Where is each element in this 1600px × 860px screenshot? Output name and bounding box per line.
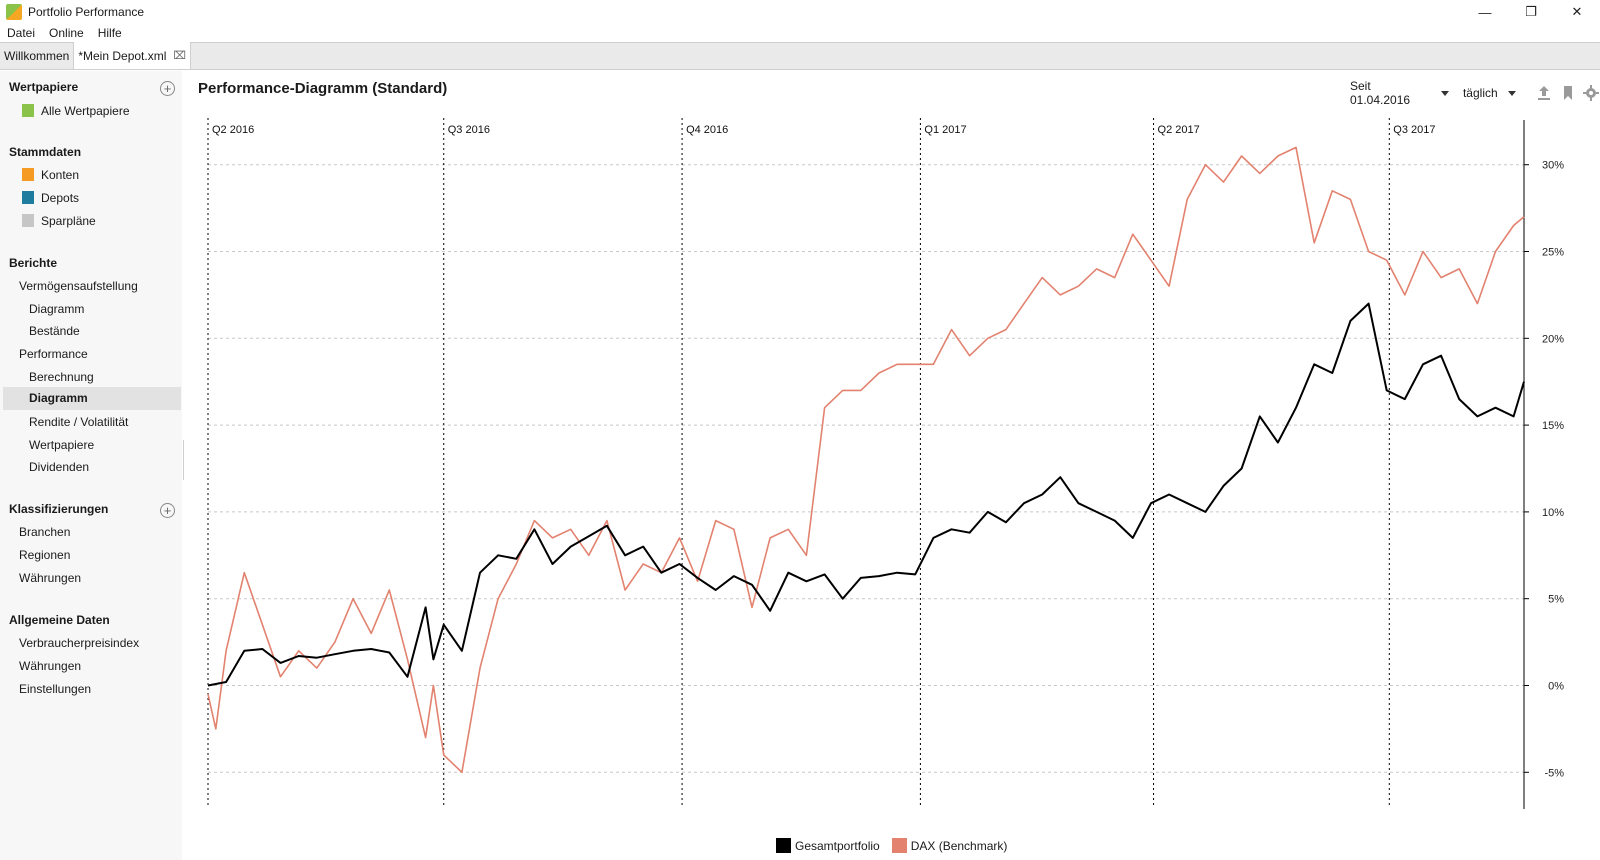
tab-mein-depot[interactable]: *Mein Depot.xml ⌧ — [74, 42, 192, 69]
period-value: Seit 01.04.2016 — [1350, 79, 1411, 107]
account-icon — [22, 168, 34, 181]
sidebar-item-label: Konten — [41, 168, 80, 182]
sidebar-item-berechnung[interactable]: Berechnung — [29, 370, 94, 384]
minimize-icon[interactable]: — — [1478, 4, 1492, 20]
chevron-down-icon — [1507, 90, 1516, 96]
page-title: Performance-Diagramm (Standard) — [198, 80, 448, 97]
sidebar-item-performance[interactable]: Performance — [19, 347, 88, 361]
performance-chart[interactable]: -5% 0% 5% 10% 15% 20% 25% 30% Q2 2016 Q3 2016 Q4 2… — [190, 112, 1585, 834]
sidebar-item-label: Sparpläne — [41, 214, 96, 228]
quarter-label: Q1 2017 — [924, 124, 966, 136]
interval-dropdown[interactable]: täglich — [1463, 86, 1516, 100]
section-allgemeine-daten: Allgemeine Daten — [9, 613, 110, 627]
y-tick-label: 5% — [1548, 594, 1564, 606]
legend-swatch — [891, 838, 907, 853]
sidebar-item-verbraucherpreisindex[interactable]: Verbraucherpreisindex — [19, 636, 140, 650]
gear-icon[interactable] — [1583, 84, 1600, 102]
title-bar: Portfolio Performance — ❐ ✕ — [0, 0, 1600, 24]
bookmark-icon[interactable] — [1559, 84, 1576, 102]
tab-willkommen[interactable]: Willkommen — [0, 42, 75, 69]
section-klassifizierungen: Klassifizierungen — [9, 502, 109, 516]
sidebar-item-rendite-volatilitaet[interactable]: Rendite / Volatilität — [29, 415, 129, 429]
tab-close-icon[interactable]: ⌧ — [173, 50, 187, 62]
tab-label: Willkommen — [4, 48, 70, 63]
chevron-down-icon — [1440, 90, 1449, 96]
sidebar-item-label: Depots — [41, 191, 80, 205]
sidebar-item-branchen[interactable]: Branchen — [19, 525, 71, 539]
restore-icon[interactable]: ❐ — [1525, 4, 1537, 19]
series-line-gesamtportfolio — [207, 302, 1525, 687]
section-wertpapiere: Wertpapiere — [9, 80, 79, 94]
legend-label: DAX (Benchmark) — [910, 838, 1008, 853]
close-icon[interactable]: ✕ — [1571, 4, 1583, 19]
sidebar-splitter[interactable] — [183, 440, 185, 480]
sidebar-item-sparplaene[interactable]: Sparpläne — [22, 211, 96, 231]
navigation-sidebar: Wertpapiere + Alle Wertpapiere Stammdate… — [0, 71, 182, 860]
period-dropdown[interactable]: Seit 01.04.2016 — [1350, 79, 1449, 107]
sidebar-item-regionen[interactable]: Regionen — [19, 548, 71, 562]
sidebar-item-alle-wertpapiere[interactable]: Alle Wertpapiere — [22, 101, 130, 121]
add-classification-icon[interactable]: + — [160, 503, 175, 518]
menu-online[interactable]: Online — [49, 26, 84, 40]
section-berichte: Berichte — [9, 256, 58, 270]
document-icon — [22, 104, 34, 117]
sidebar-item-bestaende[interactable]: Bestände — [29, 324, 80, 338]
quarter-label: Q3 2017 — [1393, 124, 1435, 136]
y-tick-label: 30% — [1542, 160, 1564, 172]
menu-bar: Datei Online Hilfe — [0, 24, 1600, 42]
chart-legend: Gesamtportfolio DAX (Benchmark) — [776, 838, 1019, 853]
window-title: Portfolio Performance — [28, 5, 145, 19]
sidebar-item-vermoegensaufstellung[interactable]: Vermögensaufstellung — [19, 279, 138, 293]
y-tick-label: 25% — [1542, 247, 1564, 259]
y-tick-label: 20% — [1542, 333, 1564, 345]
portfolio-icon — [22, 191, 34, 204]
quarter-label: Q4 2016 — [686, 124, 728, 136]
sidebar-item-dividenden[interactable]: Dividenden — [29, 460, 90, 474]
sidebar-item-waehrungen[interactable]: Währungen — [19, 659, 82, 673]
sidebar-item-waehrungen-klass[interactable]: Währungen — [19, 571, 82, 585]
legend-entry-benchmark[interactable]: DAX (Benchmark) — [891, 838, 1008, 853]
editor-tab-bar: Willkommen *Mein Depot.xml ⌧ — [0, 42, 1600, 70]
app-icon — [6, 4, 22, 20]
quarter-label: Q2 2017 — [1158, 124, 1200, 136]
y-tick-label: 0% — [1548, 680, 1564, 692]
chart-toolbar: Seit 01.04.2016 täglich — [1350, 79, 1600, 107]
window-controls: — ❐ ✕ — [1462, 0, 1600, 24]
series-line-dax — [207, 146, 1525, 774]
legend-swatch — [776, 838, 791, 853]
legend-entry-portfolio[interactable]: Gesamtportfolio — [776, 838, 880, 853]
sidebar-item-depots[interactable]: Depots — [22, 188, 79, 208]
add-security-icon[interactable]: + — [160, 81, 175, 96]
quarter-label: Q3 2016 — [448, 124, 490, 136]
y-tick-label: -5% — [1544, 767, 1564, 779]
sidebar-item-vermoegen-diagramm[interactable]: Diagramm — [29, 302, 85, 316]
sidebar-item-label: Alle Wertpapiere — [41, 104, 130, 118]
y-tick-label: 10% — [1542, 507, 1564, 519]
export-icon[interactable] — [1536, 84, 1553, 102]
menu-datei[interactable]: Datei — [7, 26, 36, 40]
tab-label: *Mein Depot.xml — [78, 48, 167, 63]
interval-value: täglich — [1462, 86, 1498, 100]
quarter-label: Q2 2016 — [212, 124, 254, 136]
savings-plan-icon — [22, 214, 34, 227]
sidebar-item-einstellungen[interactable]: Einstellungen — [19, 682, 92, 696]
legend-label: Gesamtportfolio — [795, 838, 880, 853]
sidebar-item-performance-diagramm[interactable]: Diagramm — [3, 387, 181, 410]
y-tick-label: 15% — [1542, 420, 1564, 432]
menu-hilfe[interactable]: Hilfe — [97, 26, 122, 40]
sidebar-item-wertpapiere[interactable]: Wertpapiere — [29, 438, 95, 452]
sidebar-item-konten[interactable]: Konten — [22, 165, 79, 185]
section-stammdaten: Stammdaten — [9, 145, 82, 159]
